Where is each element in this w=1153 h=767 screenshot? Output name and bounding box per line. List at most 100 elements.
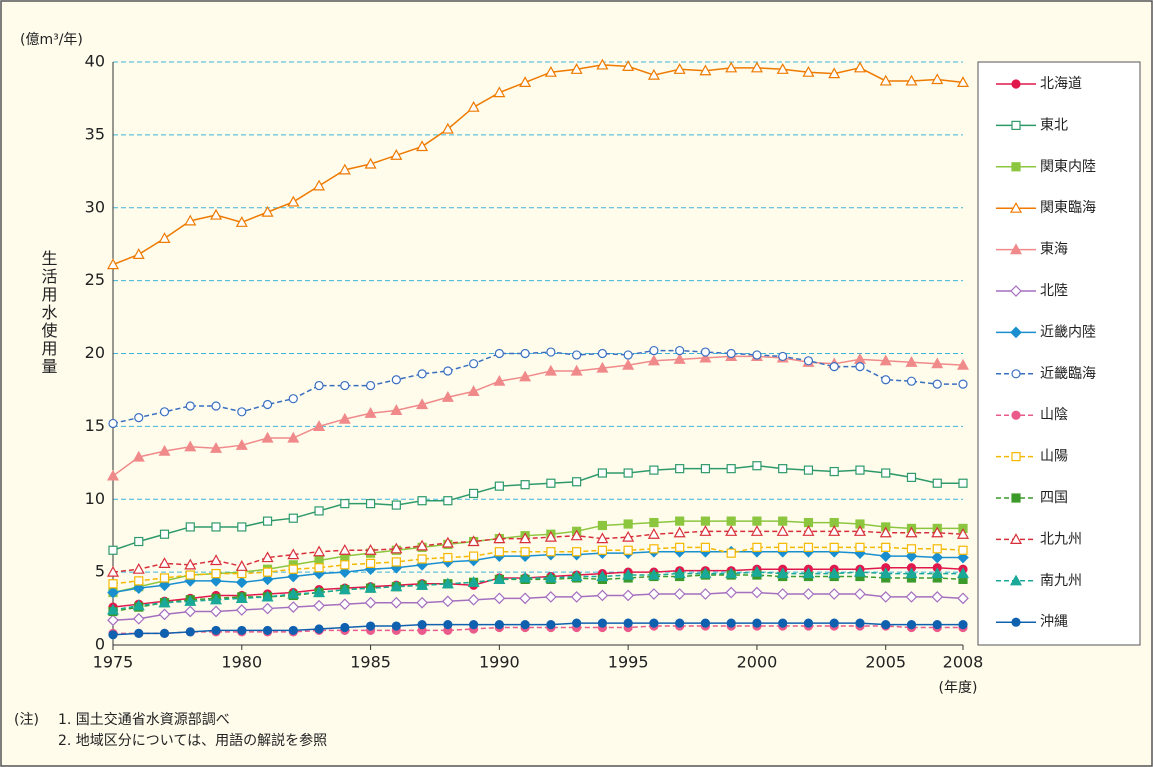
data-point — [158, 557, 171, 568]
data-point — [572, 350, 582, 360]
data-point — [184, 558, 197, 570]
data-point — [441, 122, 454, 134]
legend-marker — [1011, 493, 1021, 503]
data-point — [211, 568, 221, 579]
data-point — [391, 375, 401, 385]
data-point — [956, 567, 970, 579]
data-point — [776, 525, 789, 536]
legend-label: 東北 — [1040, 117, 1068, 133]
data-point — [776, 588, 789, 600]
data-point — [364, 157, 377, 169]
data-point — [855, 362, 865, 372]
data-point — [108, 579, 118, 589]
data-point — [931, 591, 944, 603]
data-point — [493, 374, 506, 386]
data-point — [752, 461, 762, 471]
data-point — [441, 577, 454, 589]
data-point — [544, 65, 557, 77]
data-point — [107, 614, 119, 627]
data-point — [338, 544, 351, 555]
data-point — [519, 76, 532, 88]
data-point — [751, 586, 763, 599]
series-line — [112, 591, 964, 621]
data-point — [699, 567, 712, 579]
data-point — [338, 566, 351, 578]
legend-label: 四国 — [1040, 490, 1068, 506]
data-point — [958, 379, 968, 389]
data-point — [365, 499, 376, 509]
data-point — [596, 58, 609, 70]
data-point — [469, 551, 479, 561]
data-point — [443, 366, 453, 376]
series-line — [112, 571, 963, 611]
y-label: 生活用水使用量 — [39, 250, 58, 376]
y-tick-label: 0 — [95, 635, 105, 654]
data-point — [905, 74, 918, 86]
data-point — [417, 619, 427, 630]
data-point — [390, 149, 403, 160]
y-tick-label: 10 — [85, 489, 105, 508]
data-point — [237, 625, 247, 636]
data-point — [546, 347, 556, 357]
data-point — [313, 586, 326, 598]
data-point — [417, 496, 427, 506]
legend-marker — [1011, 452, 1021, 462]
data-point — [803, 465, 814, 475]
data-point — [853, 525, 866, 536]
data-point — [596, 361, 609, 373]
data-point — [932, 619, 942, 630]
series-line — [112, 550, 963, 594]
x-tick-label: 1985 — [350, 653, 391, 672]
data-point — [778, 351, 788, 362]
x-tick-label: 1980 — [221, 653, 262, 672]
data-point — [158, 608, 171, 621]
data-point — [262, 399, 273, 410]
data-point — [750, 61, 763, 73]
legend-label: 南九州 — [1040, 573, 1082, 589]
data-point — [261, 431, 274, 443]
data-point — [700, 516, 711, 526]
legend-marker — [1011, 79, 1021, 89]
data-point — [931, 357, 944, 369]
data-point — [752, 542, 762, 552]
data-point — [262, 516, 273, 526]
data-point — [390, 404, 403, 415]
data-point — [622, 589, 635, 602]
data-point — [931, 73, 944, 85]
data-point — [956, 76, 970, 88]
data-point — [905, 356, 918, 367]
data-point — [828, 567, 841, 579]
data-point — [570, 529, 583, 541]
data-point — [802, 65, 815, 77]
data-point — [287, 601, 300, 613]
data-point — [906, 619, 917, 630]
data-point — [829, 618, 839, 628]
data-point — [235, 592, 248, 603]
data-point — [416, 140, 429, 152]
data-point — [132, 450, 145, 462]
y-tick-label: 40 — [85, 52, 105, 71]
legend-marker — [1011, 617, 1021, 627]
data-point — [520, 619, 530, 630]
data-point — [570, 570, 583, 582]
data-point — [752, 618, 762, 628]
data-point — [802, 525, 815, 536]
data-point — [570, 591, 583, 603]
series-line — [112, 546, 964, 585]
data-point — [596, 570, 609, 582]
data-point — [443, 496, 453, 506]
legend-marker — [1009, 243, 1023, 255]
data-point — [622, 568, 635, 580]
data-point — [725, 586, 738, 599]
data-point — [469, 619, 479, 630]
legend-marker — [1010, 326, 1022, 339]
data-point — [700, 618, 711, 628]
legend-label: 沖縄 — [1040, 614, 1068, 630]
data-point — [314, 624, 324, 634]
data-point — [261, 205, 274, 217]
data-point — [364, 581, 377, 593]
data-point — [957, 592, 969, 605]
x-tick-label: 1990 — [479, 653, 520, 672]
data-point — [494, 547, 504, 557]
